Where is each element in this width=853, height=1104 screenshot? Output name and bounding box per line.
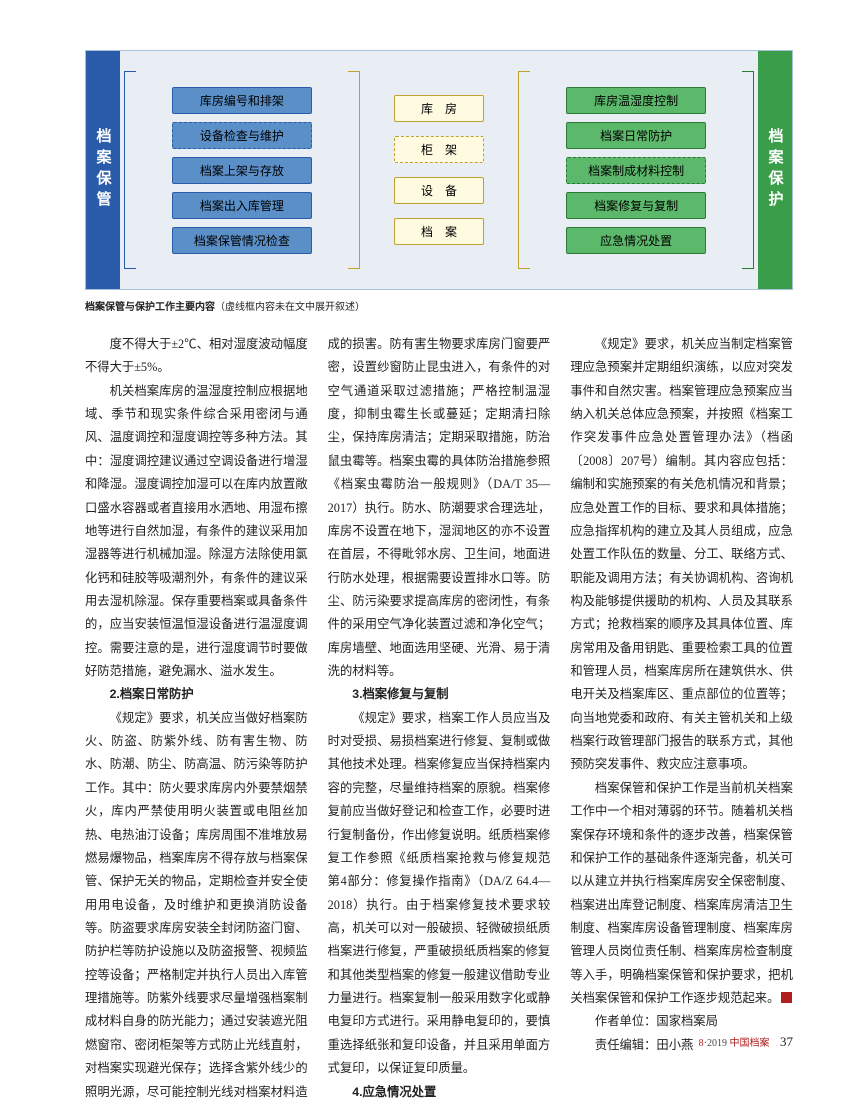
diagram-box: 档案日常防护 bbox=[566, 122, 706, 149]
section-heading: 2.档案日常防护 bbox=[85, 683, 308, 706]
diagram-box: 设备检查与维护 bbox=[172, 122, 312, 149]
paragraph: 机关档案库房的温湿度控制应根据地域、季节和现实条件综合采用密闭与通风、温度调控和… bbox=[85, 380, 308, 684]
issue-year: ·2019 bbox=[704, 1038, 727, 1049]
caption-note: （虚线框内容未在文中展开叙述） bbox=[215, 302, 365, 313]
diagram-box: 库房编号和排架 bbox=[172, 87, 312, 114]
right-category-band: 档案保护 bbox=[758, 51, 792, 289]
diagram-box: 应急情况处置 bbox=[566, 227, 706, 254]
caption-title: 档案保管与保护工作主要内容 bbox=[85, 302, 215, 313]
diagram-box: 库 房 bbox=[394, 95, 484, 122]
left-category-band: 档案保管 bbox=[86, 51, 120, 289]
paragraph: 《规定》要求，档案工作人员应当及时对受损、易损档案进行修复、复制或做其他技术处理… bbox=[328, 707, 551, 1081]
paragraph: 档案保管和保护工作是当前机关档案工作中一个相对薄弱的环节。随着机关档案保存环境和… bbox=[570, 777, 793, 1011]
end-mark-icon bbox=[781, 992, 792, 1003]
right-column: 库房温湿度控制档案日常防护档案制成材料控制档案修复与复制应急情况处置 bbox=[514, 51, 758, 289]
article-body: 度不得大于±2℃、相对湿度波动幅度不得大于±5%。机关档案库房的温湿度控制应根据… bbox=[85, 333, 793, 1104]
diagram-box: 档案出入库管理 bbox=[172, 192, 312, 219]
author-credit: 作者单位：国家档案局 bbox=[570, 1010, 793, 1033]
page-footer: 8·2019 中国档案 37 bbox=[699, 1034, 793, 1050]
center-column: 库 房柜 架设 备档 案 bbox=[364, 51, 515, 289]
paragraph: 度不得大于±2℃、相对湿度波动幅度不得大于±5%。 bbox=[85, 333, 308, 380]
diagram-box: 档案上架与存放 bbox=[172, 157, 312, 184]
diagram-box: 档案保管情况检查 bbox=[172, 227, 312, 254]
diagram-box: 设 备 bbox=[394, 177, 484, 204]
section-heading: 4.应急情况处置 bbox=[328, 1081, 551, 1104]
left-column: 库房编号和排架设备检查与维护档案上架与存放档案出入库管理档案保管情况检查 bbox=[120, 51, 364, 289]
flowchart-diagram: 档案保管 库房编号和排架设备检查与维护档案上架与存放档案出入库管理档案保管情况检… bbox=[85, 50, 793, 290]
diagram-box: 档 案 bbox=[394, 218, 484, 245]
diagram-box: 柜 架 bbox=[394, 136, 484, 163]
diagram-caption: 档案保管与保护工作主要内容（虚线框内容未在文中展开叙述） bbox=[85, 298, 793, 313]
section-heading: 3.档案修复与复制 bbox=[328, 683, 551, 706]
diagram-box: 库房温湿度控制 bbox=[566, 87, 706, 114]
page-number: 37 bbox=[780, 1034, 793, 1049]
diagram-box: 档案制成材料控制 bbox=[566, 157, 706, 184]
magazine-name: 中国档案 bbox=[730, 1038, 770, 1049]
paragraph: 《规定》要求，机关应当制定档案管理应急预案并定期组织演练，以应对突发事件和自然灾… bbox=[570, 333, 793, 777]
diagram-box: 档案修复与复制 bbox=[566, 192, 706, 219]
